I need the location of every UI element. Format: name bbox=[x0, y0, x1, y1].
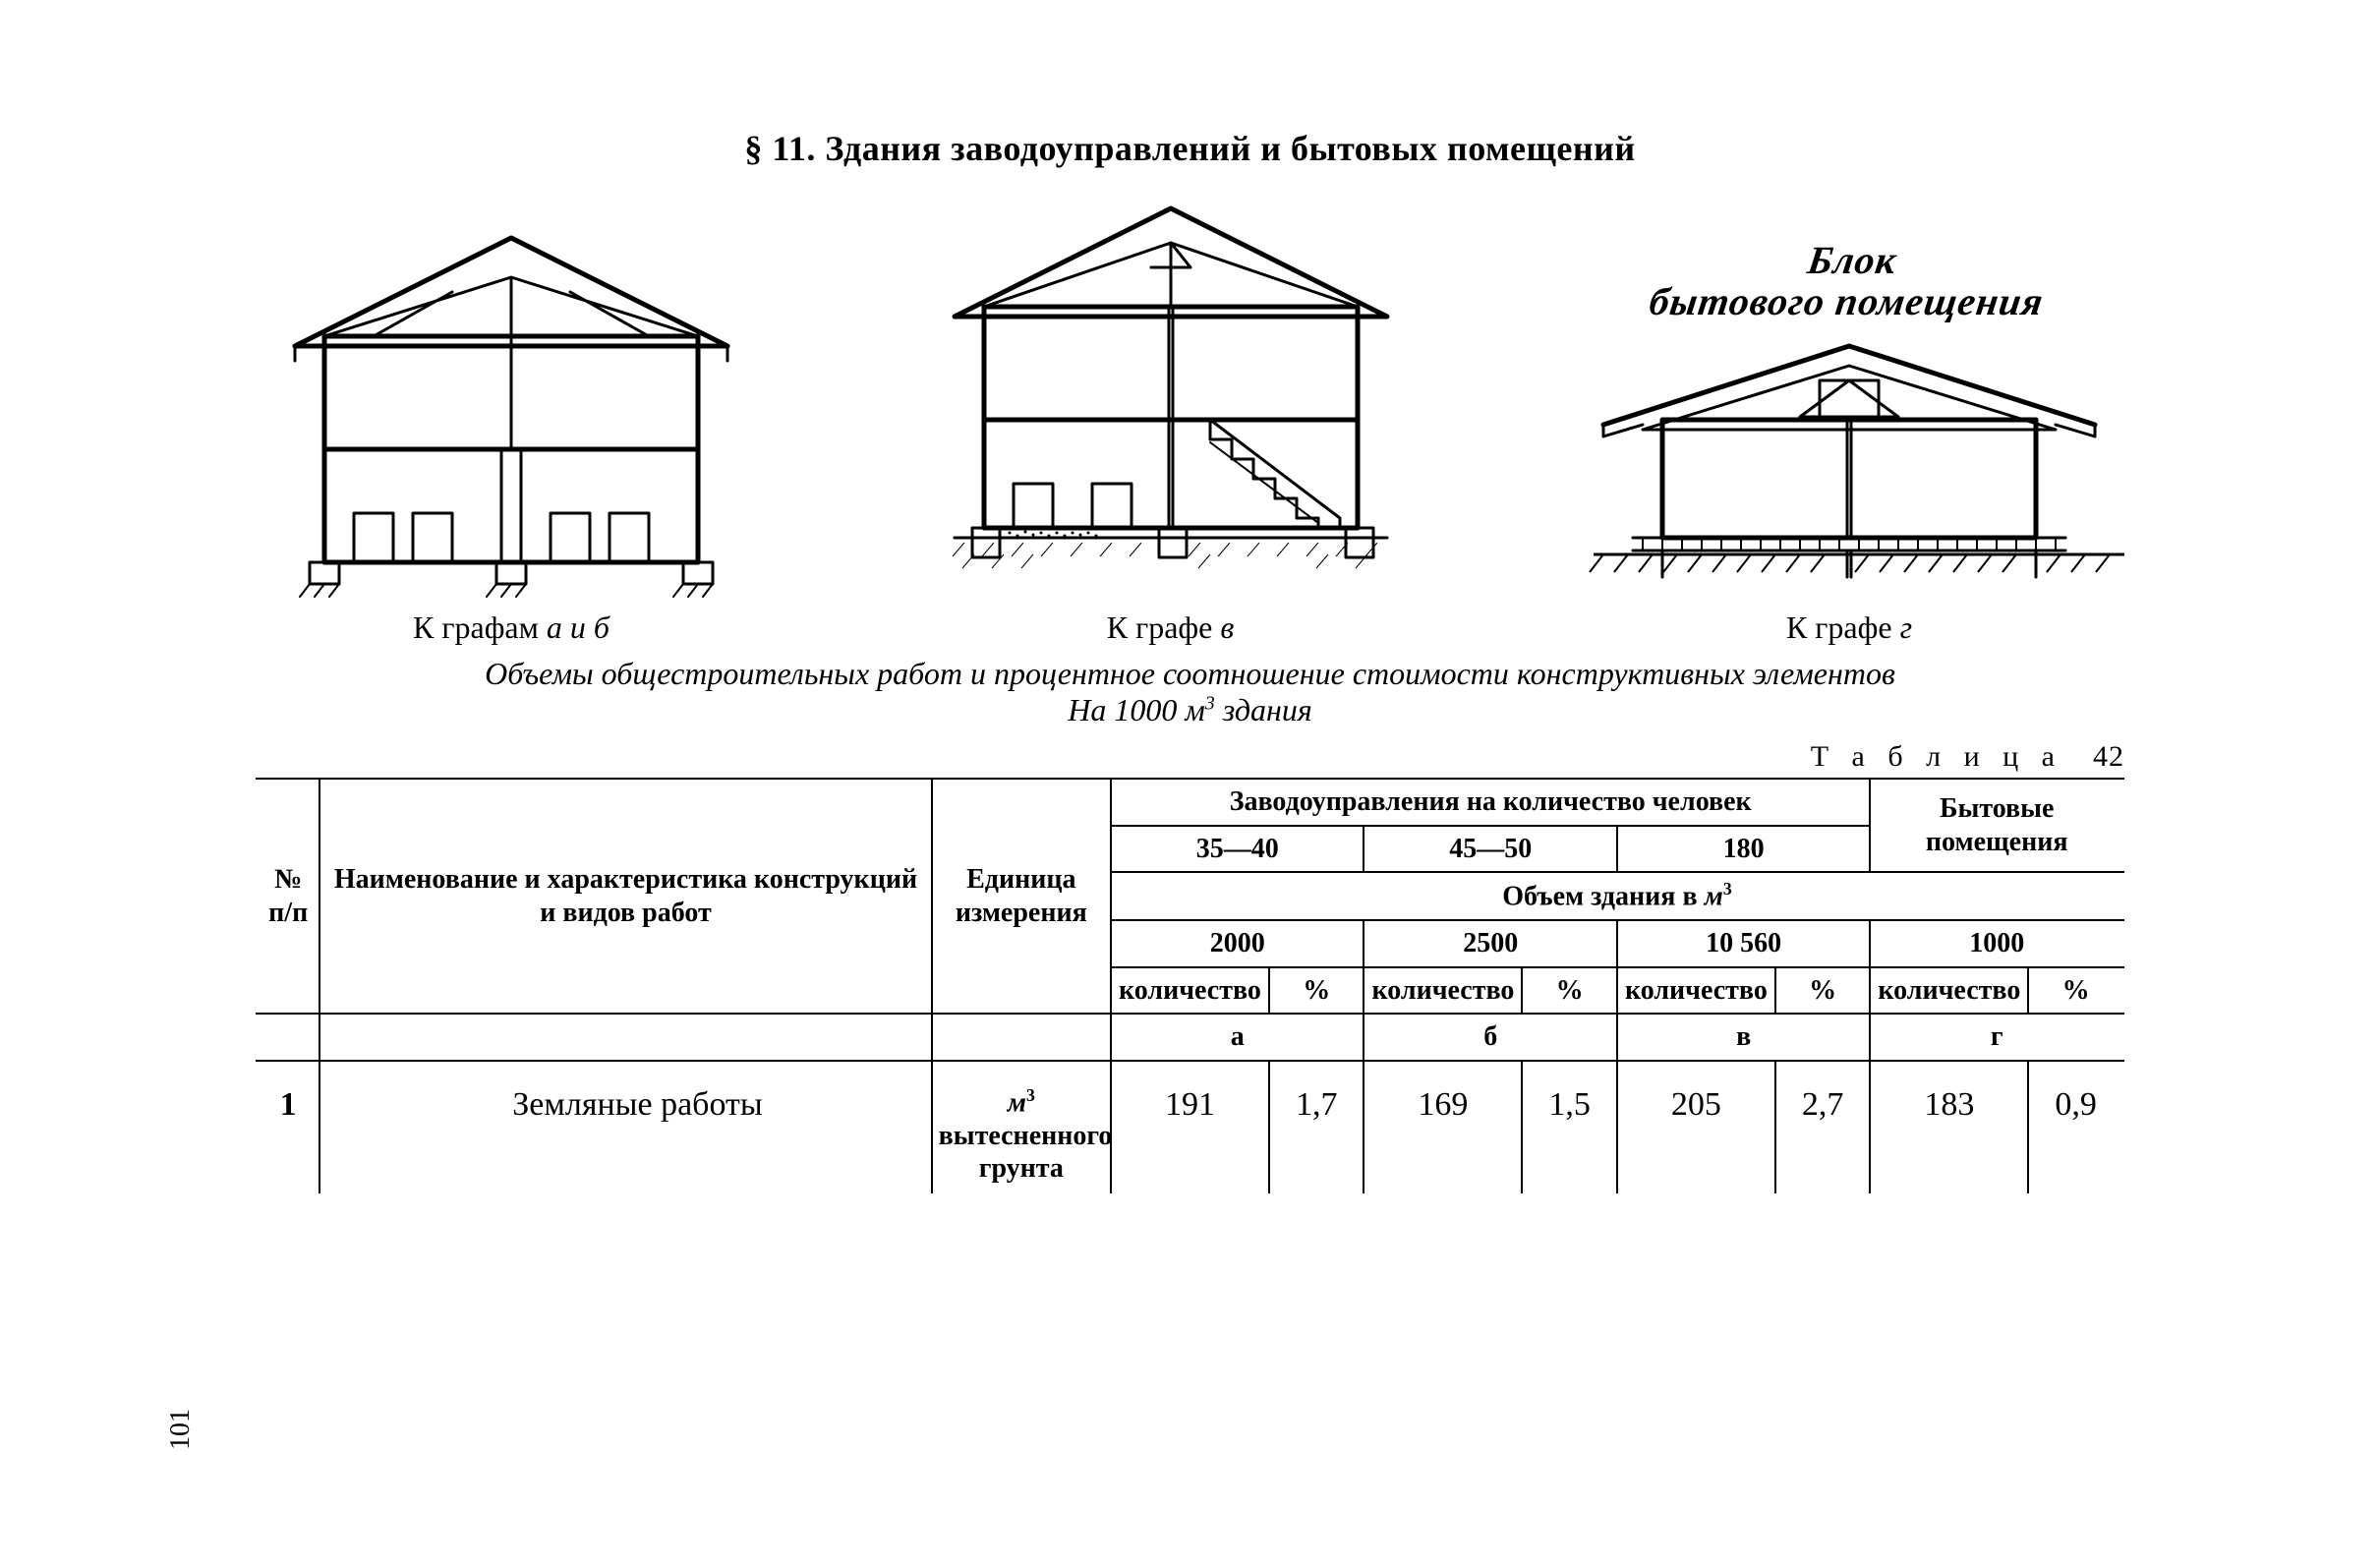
th-q-a: количество bbox=[1111, 967, 1269, 1015]
cell-c-p: 2,7 bbox=[1775, 1061, 1871, 1192]
cell-d-p: 0,9 bbox=[2028, 1061, 2123, 1192]
figure-c-hand-line1: Блок bbox=[1805, 238, 1900, 282]
th-foot-a: а bbox=[1111, 1014, 1364, 1061]
figure-b-caption-prefix: К графе bbox=[1107, 610, 1221, 645]
cell-unit-post: вытесненного грунта bbox=[939, 1121, 1113, 1185]
th-volume-title: Объем здания в м3 bbox=[1111, 872, 2123, 920]
table-header-row-1: № п/п Наименование и характеристика конс… bbox=[257, 779, 2123, 826]
cell-b-q: 169 bbox=[1364, 1061, 1522, 1192]
figure-b-caption-letters: в bbox=[1220, 610, 1234, 645]
table-row: 1 Земляные работы м3 вытесненного грунта… bbox=[257, 1061, 2123, 1192]
th-volume-title-sup: 3 bbox=[1723, 879, 1732, 899]
cell-unit-pre: м bbox=[1008, 1087, 1026, 1118]
th-name: Наименование и характеристика конструкци… bbox=[319, 779, 931, 1014]
th-q-b: количество bbox=[1364, 967, 1522, 1015]
page-number: 101 bbox=[165, 1409, 197, 1450]
table-label-word: Т а б л и ц а bbox=[1811, 740, 2062, 773]
subtitle-line2-sup: 3 bbox=[1205, 692, 1215, 714]
building-c-icon bbox=[1574, 326, 2124, 602]
th-vol-d: 1000 bbox=[1870, 920, 2123, 967]
figure-a-caption-letters: а и б bbox=[547, 610, 610, 645]
figure-b-caption: К графе в bbox=[1107, 610, 1235, 646]
th-vol-c: 10 560 bbox=[1617, 920, 1870, 967]
main-table: № п/п Наименование и характеристика конс… bbox=[256, 778, 2124, 1193]
th-blank-3 bbox=[932, 1014, 1111, 1061]
figure-c: Блок бытового помещения bbox=[1574, 240, 2124, 646]
table-label-num: 42 bbox=[2093, 740, 2124, 773]
cell-c-q: 205 bbox=[1617, 1061, 1775, 1192]
figure-c-caption-prefix: К графе bbox=[1786, 610, 1900, 645]
building-b-icon bbox=[915, 189, 1426, 602]
figure-c-hand-line2: бытового помещения bbox=[1647, 279, 2047, 323]
th-p-b: % bbox=[1522, 967, 1617, 1015]
th-foot-c: в bbox=[1617, 1014, 1870, 1061]
cell-n: 1 bbox=[257, 1061, 319, 1192]
table-header-row-6: а б в г bbox=[257, 1014, 2123, 1061]
figure-a: К графам а и б bbox=[256, 218, 767, 646]
th-people-c: 180 bbox=[1617, 826, 1870, 873]
th-p-d: % bbox=[2028, 967, 2123, 1015]
cell-a-p: 1,7 bbox=[1269, 1061, 1364, 1192]
figure-c-caption: К графе г bbox=[1786, 610, 1912, 646]
cell-b-p: 1,5 bbox=[1522, 1061, 1617, 1192]
th-people-b: 45—50 bbox=[1364, 826, 1616, 873]
figure-c-hand-title: Блок бытового помещения bbox=[1647, 240, 2052, 322]
th-p-c: % bbox=[1775, 967, 1871, 1015]
subtitle-line2-pre: На 1000 м bbox=[1068, 692, 1205, 727]
figure-b: К графе в bbox=[915, 189, 1426, 646]
figure-a-caption: К графам а и б bbox=[413, 610, 610, 646]
cell-name: Земляные работы bbox=[319, 1061, 931, 1192]
th-volume-title-unit: м bbox=[1705, 882, 1723, 912]
th-top-right: Бытовые помещения bbox=[1870, 779, 2123, 872]
th-blank-2 bbox=[319, 1014, 931, 1061]
section-title: § 11. Здания заводоуправлений и бытовых … bbox=[256, 128, 2124, 169]
cell-a-q: 191 bbox=[1111, 1061, 1269, 1192]
th-foot-b: б bbox=[1364, 1014, 1616, 1061]
cell-unit-sup: 3 bbox=[1026, 1085, 1035, 1105]
th-blank-1 bbox=[257, 1014, 319, 1061]
cell-d-q: 183 bbox=[1870, 1061, 2028, 1192]
subtitle-line1: Объемы общестроительных работ и процентн… bbox=[485, 656, 1895, 691]
table-label: Т а б л и ц а 42 bbox=[256, 740, 2124, 774]
th-top-group: Заводоуправления на количество человек bbox=[1111, 779, 1870, 826]
subtitle: Объемы общестроительных работ и процентн… bbox=[256, 656, 2124, 728]
figure-c-caption-letters: г bbox=[1900, 610, 1912, 645]
th-q-d: количество bbox=[1870, 967, 2028, 1015]
th-num: № п/п bbox=[257, 779, 319, 1014]
th-q-c: количество bbox=[1617, 967, 1775, 1015]
th-vol-a: 2000 bbox=[1111, 920, 1364, 967]
figure-a-caption-prefix: К графам bbox=[413, 610, 547, 645]
page: § 11. Здания заводоуправлений и бытовых … bbox=[0, 0, 2380, 1568]
th-vol-b: 2500 bbox=[1364, 920, 1616, 967]
th-foot-d: г bbox=[1870, 1014, 2123, 1061]
th-people-a: 35—40 bbox=[1111, 826, 1364, 873]
th-p-a: % bbox=[1269, 967, 1364, 1015]
cell-unit: м3 вытесненного грунта bbox=[932, 1061, 1111, 1192]
subtitle-line2-post: здания bbox=[1215, 692, 1312, 727]
figures-row: К графам а и б bbox=[256, 189, 2124, 646]
th-unit: Единица измерения bbox=[932, 779, 1111, 1014]
building-a-icon bbox=[256, 218, 767, 602]
th-volume-title-pre: Объем здания в bbox=[1502, 882, 1704, 912]
